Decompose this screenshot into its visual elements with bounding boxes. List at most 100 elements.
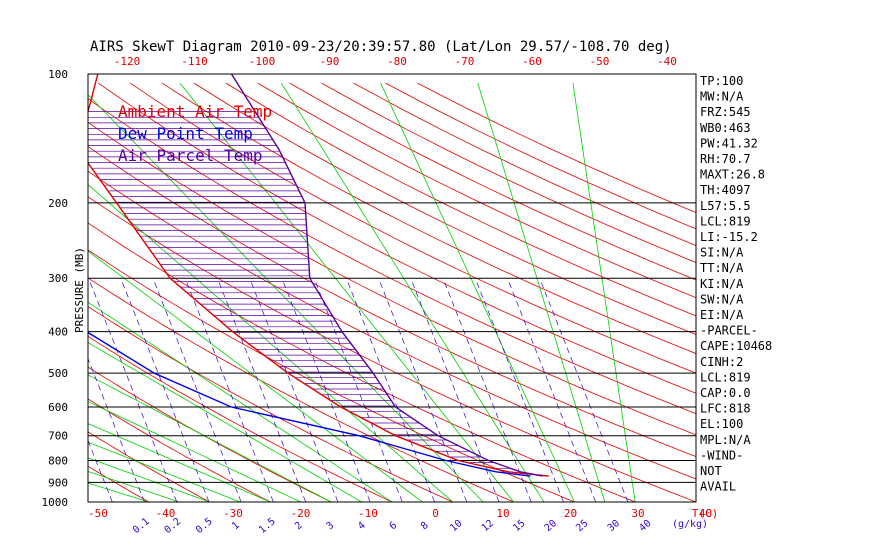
index-item: LCL:819 (700, 214, 751, 228)
index-item: SI:N/A (700, 246, 744, 260)
mixing-ratio-tick-label: 1.5 (257, 516, 278, 536)
index-item: PW:41.32 (700, 136, 758, 150)
index-item: L57:5.5 (700, 199, 751, 213)
dry-adiabat (88, 398, 272, 502)
dry-adiabat (321, 82, 696, 263)
mixing-ratio-line (345, 278, 435, 502)
pressure-tick-label: 900 (48, 476, 68, 489)
index-item: EL:100 (700, 417, 743, 431)
bottom-temp-tick-label: -20 (291, 507, 311, 520)
moist-adiabat (280, 82, 545, 502)
moist-adiabat (88, 401, 302, 502)
cape-hatching (88, 111, 532, 475)
bottom-temp-tick-label: -50 (88, 507, 108, 520)
bottom-temp-tick-label: -10 (358, 507, 378, 520)
dry-adiabat (88, 306, 454, 502)
mixing-ratio-line (217, 278, 307, 502)
index-item: TT:N/A (700, 261, 744, 275)
profile-lines (88, 74, 549, 477)
index-item: TP:100 (700, 74, 743, 88)
pressure-tick-label: 500 (48, 367, 68, 380)
mixing-ratio-line (88, 439, 113, 502)
top-temp-tick-label: -60 (522, 55, 542, 68)
mixing-ratio-tick-label: 30 (606, 518, 622, 534)
index-item: -WIND- (700, 448, 743, 462)
moist-adiabat (477, 82, 606, 502)
mixing-ratio-unit-label: (g/kg) (672, 519, 708, 530)
bottom-temp-tick-label: 0 (432, 507, 439, 520)
index-item: FRZ:545 (700, 105, 751, 119)
mixing-ratio-tick-label: 4 (356, 520, 368, 532)
mixing-ratio-tick-label: 3 (325, 520, 337, 532)
dry-adiabat (88, 98, 696, 415)
mixing-ratio-line (474, 278, 564, 502)
mixing-ratio-line (410, 278, 500, 502)
mixing-ratio-line (184, 278, 274, 502)
mixing-ratio-tick-label: 20 (543, 518, 559, 534)
moist-adiabat (88, 374, 333, 502)
index-item: SW:N/A (700, 292, 744, 306)
mixing-ratio-line (313, 278, 403, 502)
y-axis-label: PRESSURE (MB) (73, 247, 86, 333)
dry-adiabat (257, 82, 696, 299)
legend-item: Ambient Air Temp (118, 102, 272, 121)
dry-adiabat (88, 249, 576, 502)
mixing-ratio-line (378, 278, 468, 502)
dry-adiabat (353, 82, 696, 246)
moist-adiabat (88, 441, 242, 502)
mixing-ratio-line (120, 278, 210, 502)
mixing-ratio-tick-label: 1 (230, 520, 242, 532)
index-item: NOT (700, 464, 722, 478)
top-temp-tick-label: -70 (455, 55, 475, 68)
moist-adiabat (88, 470, 181, 502)
mixing-ratio-line (88, 278, 178, 502)
mixing-ratio-tick-label: 15 (511, 518, 527, 534)
mixing-ratio-line (152, 278, 242, 502)
index-item: MW:N/A (700, 90, 744, 104)
bottom-temp-tick-label: 40 (699, 507, 712, 520)
mixing-ratio-line (442, 278, 532, 502)
mixing-ratio-tick-label: 2 (293, 520, 305, 532)
top-temp-tick-label: -40 (657, 55, 677, 68)
dry-adiabat (129, 82, 696, 374)
pressure-tick-label: 400 (48, 326, 68, 339)
dry-adiabat (88, 196, 696, 502)
index-item: WB0:463 (700, 121, 751, 135)
dry-adiabat (88, 277, 515, 502)
index-item: -PARCEL- (700, 324, 758, 338)
mixing-ratio-line (88, 357, 145, 502)
index-item: CAPE:10468 (700, 339, 772, 353)
dry-adiabat (88, 431, 211, 502)
series-ambient-air-temp (88, 74, 549, 477)
mixing-ratio-line (539, 278, 629, 502)
top-temp-tick-label: -80 (387, 55, 407, 68)
isobar-lines (88, 73, 696, 503)
dry-adiabat (225, 82, 696, 317)
bottom-temp-tick-label: -40 (156, 507, 176, 520)
dry-adiabat (417, 82, 696, 214)
pressure-tick-label: 800 (48, 455, 68, 468)
legend-item: Dew Point Temp (118, 124, 253, 143)
dry-adiabat (88, 366, 333, 502)
background-lines (0, 82, 696, 511)
dry-adiabat (289, 82, 696, 281)
dry-adiabat (88, 465, 150, 502)
moist-adiabat (88, 342, 363, 502)
index-item: LCL:819 (700, 370, 751, 384)
top-temp-tick-label: -120 (114, 55, 141, 68)
dry-adiabat (161, 82, 696, 355)
bottom-temp-tick-label: 30 (631, 507, 644, 520)
mixing-ratio-tick-label: 0.1 (131, 516, 152, 536)
index-item: KI:N/A (700, 277, 744, 291)
legend: Ambient Air Temp Dew Point Temp Air Parcel… (118, 102, 272, 165)
dry-adiabat (0, 83, 42, 511)
index-item: MPL:N/A (700, 433, 751, 447)
pressure-tick-label: 300 (48, 272, 68, 285)
mixing-ratio-tick-label: 8 (419, 520, 431, 532)
mixing-ratio-line (507, 278, 597, 502)
index-item: LFC:818 (700, 402, 751, 416)
bottom-axis-label: T(C) (692, 507, 719, 520)
dry-adiabat (88, 222, 637, 502)
